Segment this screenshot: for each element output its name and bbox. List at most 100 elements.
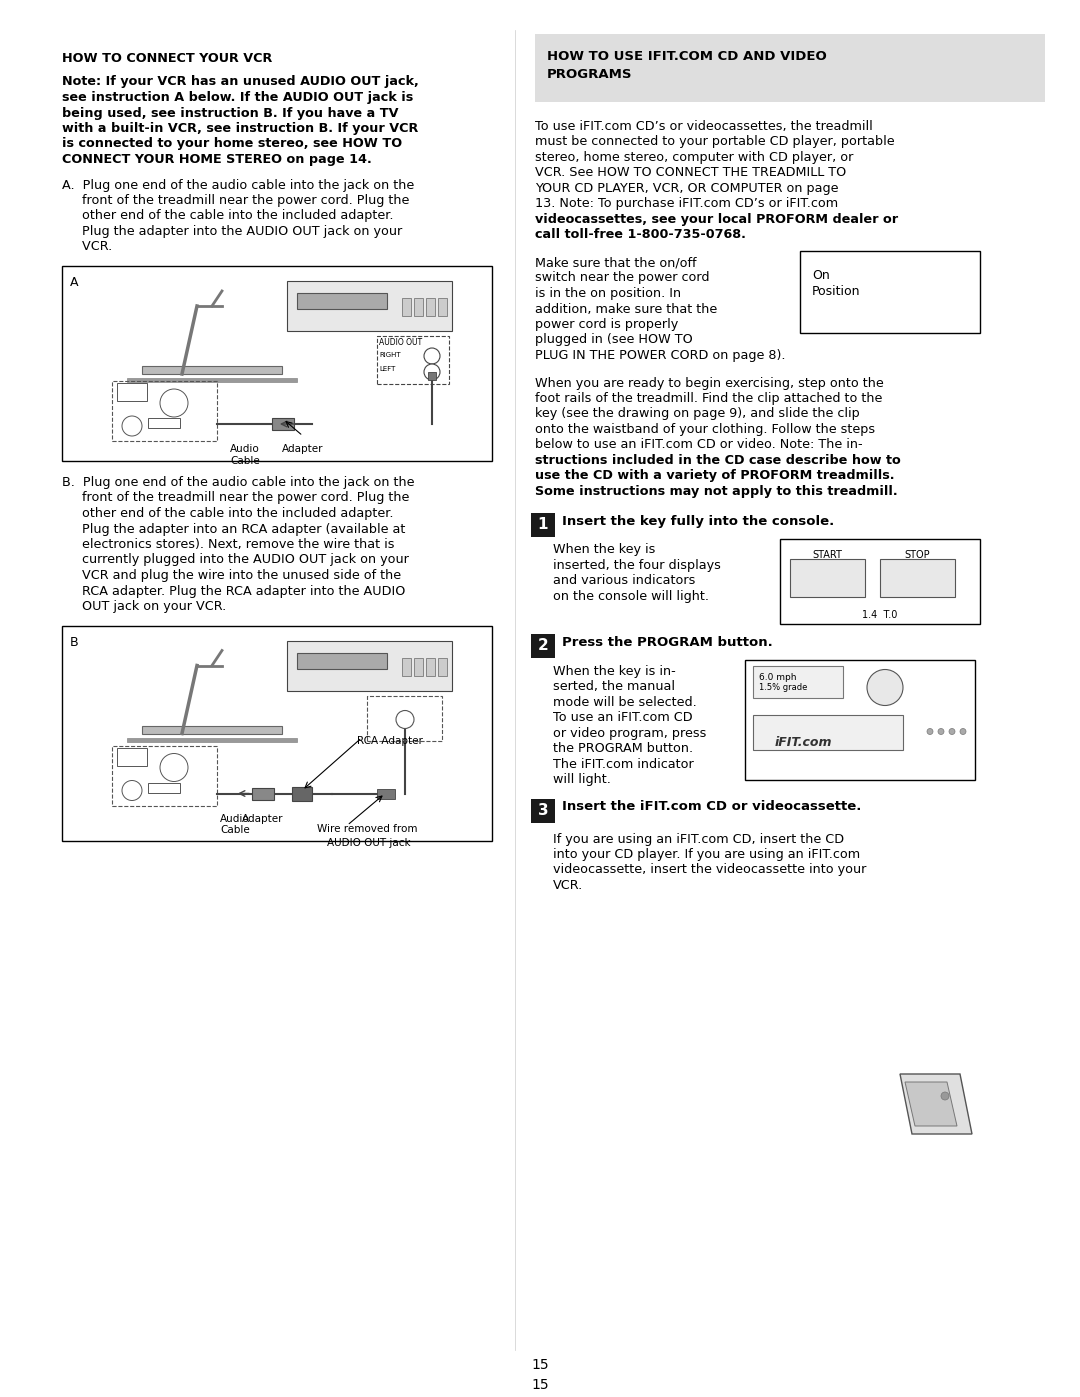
Text: Adapter: Adapter — [282, 444, 324, 454]
Polygon shape — [900, 1074, 972, 1134]
Text: Some instructions may not apply to this treadmill.: Some instructions may not apply to this … — [535, 485, 897, 497]
Bar — [377, 337, 449, 384]
Text: below to use an iFIT.com CD or video. Note: The in-: below to use an iFIT.com CD or video. No… — [535, 439, 863, 451]
Text: other end of the cable into the included adapter.: other end of the cable into the included… — [62, 507, 393, 520]
Text: B.  Plug one end of the audio cable into the jack on the: B. Plug one end of the audio cable into … — [62, 476, 415, 489]
Text: When you are ready to begin exercising, step onto the: When you are ready to begin exercising, … — [535, 377, 883, 390]
Text: Note: If your VCR has an unused AUDIO OUT jack,: Note: If your VCR has an unused AUDIO OU… — [62, 75, 419, 88]
Text: VCR. See HOW TO CONNECT THE TREADMILL TO: VCR. See HOW TO CONNECT THE TREADMILL TO — [535, 166, 847, 179]
Text: videocassettes, see your local PROFORM dealer or: videocassettes, see your local PROFORM d… — [535, 212, 899, 226]
Text: mode will be selected.: mode will be selected. — [553, 696, 697, 708]
Text: foot rails of the treadmill. Find the clip attached to the: foot rails of the treadmill. Find the cl… — [535, 393, 882, 405]
Text: PROGRAMS: PROGRAMS — [546, 68, 633, 81]
Bar — [745, 659, 975, 780]
Text: 6.0 mph: 6.0 mph — [759, 673, 797, 683]
Bar — [297, 652, 387, 669]
Text: structions included in the CD case describe how to: structions included in the CD case descr… — [535, 454, 901, 467]
Bar — [535, 34, 1045, 102]
Text: CONNECT YOUR HOME STEREO on page 14.: CONNECT YOUR HOME STEREO on page 14. — [62, 154, 372, 166]
Text: To use iFIT.com CD’s or videocassettes, the treadmill: To use iFIT.com CD’s or videocassettes, … — [535, 120, 873, 133]
Text: on the console will light.: on the console will light. — [553, 590, 708, 604]
Circle shape — [867, 669, 903, 705]
Text: LEFT: LEFT — [379, 366, 395, 372]
Text: 3: 3 — [538, 803, 549, 819]
Bar — [428, 372, 436, 380]
Text: is connected to your home stereo, see HOW TO: is connected to your home stereo, see HO… — [62, 137, 402, 151]
Bar — [414, 658, 423, 676]
Text: 13. Note: To purchase iFIT.com CD’s or iFIT.com: 13. Note: To purchase iFIT.com CD’s or i… — [535, 197, 838, 211]
Text: RIGHT: RIGHT — [379, 352, 401, 358]
Bar — [62, 265, 492, 461]
Bar — [377, 788, 395, 799]
Text: RCA adapter. Plug the RCA adapter into the AUDIO: RCA adapter. Plug the RCA adapter into t… — [62, 584, 405, 598]
Bar — [531, 633, 555, 658]
Text: being used, see instruction B. If you have a TV: being used, see instruction B. If you ha… — [62, 106, 399, 120]
Text: HOW TO USE IFIT.COM CD AND VIDEO: HOW TO USE IFIT.COM CD AND VIDEO — [546, 50, 827, 63]
Text: HOW TO CONNECT YOUR VCR: HOW TO CONNECT YOUR VCR — [62, 52, 272, 66]
Text: START: START — [812, 550, 842, 560]
Text: front of the treadmill near the power cord. Plug the: front of the treadmill near the power co… — [62, 194, 409, 207]
Text: 15: 15 — [531, 1358, 549, 1372]
Text: switch near the power cord: switch near the power cord — [535, 271, 710, 285]
Bar — [426, 298, 435, 316]
Bar — [117, 383, 147, 401]
Text: stereo, home stereo, computer with CD player, or: stereo, home stereo, computer with CD pl… — [535, 151, 853, 163]
Text: will light.: will light. — [553, 773, 611, 787]
Text: power cord is properly: power cord is properly — [535, 319, 678, 331]
Text: Plug the adapter into the AUDIO OUT jack on your: Plug the adapter into the AUDIO OUT jack… — [62, 225, 402, 237]
Bar — [402, 298, 411, 316]
Text: VCR.: VCR. — [553, 879, 583, 893]
Text: and various indicators: and various indicators — [553, 574, 696, 588]
Text: PLUG IN THE POWER CORD on page 8).: PLUG IN THE POWER CORD on page 8). — [535, 349, 785, 362]
Bar — [292, 787, 312, 800]
Text: iFIT.com: iFIT.com — [775, 735, 833, 749]
Text: Press the PROGRAM button.: Press the PROGRAM button. — [562, 636, 773, 648]
Circle shape — [424, 365, 440, 380]
Polygon shape — [789, 559, 865, 597]
Circle shape — [939, 728, 944, 735]
Text: AUDIO OUT jack: AUDIO OUT jack — [327, 837, 410, 848]
Text: If you are using an iFIT.com CD, insert the CD: If you are using an iFIT.com CD, insert … — [553, 833, 845, 845]
Text: addition, make sure that the: addition, make sure that the — [535, 303, 717, 316]
Text: B: B — [70, 636, 79, 648]
Bar — [127, 738, 297, 742]
Text: plugged in (see HOW TO: plugged in (see HOW TO — [535, 334, 692, 346]
Text: serted, the manual: serted, the manual — [553, 680, 675, 693]
Bar — [62, 626, 492, 841]
Polygon shape — [905, 1083, 957, 1126]
Text: Make sure that the on/off: Make sure that the on/off — [535, 256, 697, 270]
Text: YOUR CD PLAYER, VCR, OR COMPUTER on page: YOUR CD PLAYER, VCR, OR COMPUTER on page — [535, 182, 838, 196]
Text: 2: 2 — [538, 638, 549, 652]
Circle shape — [424, 348, 440, 365]
Text: must be connected to your portable CD player, portable: must be connected to your portable CD pl… — [535, 136, 894, 148]
Text: 15: 15 — [531, 1377, 549, 1391]
Bar — [112, 381, 217, 441]
Bar — [414, 298, 423, 316]
Text: On: On — [812, 270, 829, 282]
Text: with a built-in VCR, see instruction B. If your VCR: with a built-in VCR, see instruction B. … — [62, 122, 418, 136]
Bar — [780, 538, 980, 623]
Text: A.  Plug one end of the audio cable into the jack on the: A. Plug one end of the audio cable into … — [62, 179, 415, 191]
Text: into your CD player. If you are using an iFIT.com: into your CD player. If you are using an… — [553, 848, 860, 861]
Circle shape — [160, 388, 188, 416]
Text: other end of the cable into the included adapter.: other end of the cable into the included… — [62, 210, 393, 222]
Text: AUDIO OUT: AUDIO OUT — [379, 338, 422, 346]
Text: onto the waistband of your clothing. Follow the steps: onto the waistband of your clothing. Fol… — [535, 423, 875, 436]
Text: 1.5% grade: 1.5% grade — [759, 683, 808, 693]
Circle shape — [941, 1092, 949, 1099]
Bar — [753, 665, 843, 697]
Text: currently plugged into the AUDIO OUT jack on your: currently plugged into the AUDIO OUT jac… — [62, 553, 409, 567]
Bar — [753, 714, 903, 750]
Bar — [531, 799, 555, 823]
Circle shape — [396, 711, 414, 728]
Text: see instruction A below. If the AUDIO OUT jack is: see instruction A below. If the AUDIO OU… — [62, 91, 414, 103]
Bar — [438, 298, 447, 316]
Bar — [426, 658, 435, 676]
Text: Insert the key fully into the console.: Insert the key fully into the console. — [562, 514, 834, 528]
Text: or video program, press: or video program, press — [553, 726, 706, 739]
Circle shape — [160, 753, 188, 781]
Bar — [252, 788, 274, 799]
Bar — [367, 696, 442, 740]
Text: 1: 1 — [538, 517, 549, 532]
Bar — [272, 418, 294, 430]
